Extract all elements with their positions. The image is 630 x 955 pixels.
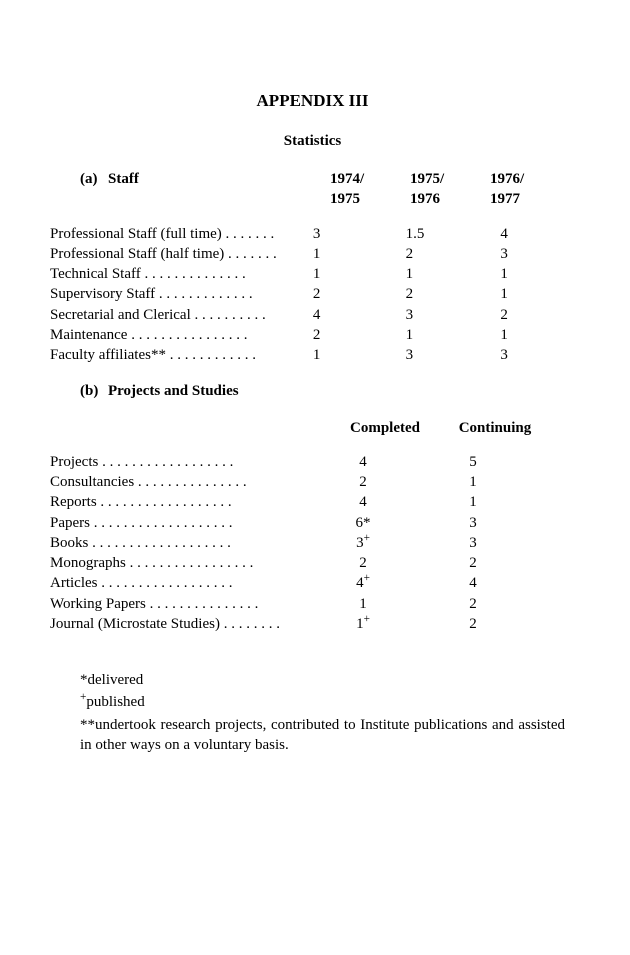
cell-completed: 4 — [308, 492, 418, 512]
table-row: Monographs . . . . . . . . . . . . . . .… — [50, 553, 575, 573]
appendix-title: APPENDIX III — [50, 90, 575, 113]
table-row: Maintenance . . . . . . . . . . . . . . … — [50, 325, 575, 345]
table-row: Technical Staff . . . . . . . . . . . . … — [50, 264, 575, 284]
row-label: Secretarial and Clerical . . . . . . . .… — [50, 305, 291, 325]
cell-completed: 3+ — [308, 533, 418, 553]
cell-continuing: 3 — [418, 533, 528, 553]
cell-1976: 4 — [480, 224, 575, 244]
footnote-published: +published — [80, 692, 565, 712]
cell-1974: 3 — [291, 224, 388, 244]
table-row: Papers . . . . . . . . . . . . . . . . .… — [50, 513, 575, 533]
cell-completed: 2 — [308, 553, 418, 573]
table-row: Books . . . . . . . . . . . . . . . . . … — [50, 533, 575, 553]
cell-1974: 1 — [291, 264, 388, 284]
section-a-header: (a) Staff 1974/1975 1975/1976 1976/1977 — [50, 169, 575, 210]
table-row: Consultancies . . . . . . . . . . . . . … — [50, 472, 575, 492]
table-row: Professional Staff (half time) . . . . .… — [50, 244, 575, 264]
cell-1975: 1 — [388, 325, 481, 345]
cell-continuing: 2 — [418, 553, 528, 573]
row-label: Working Papers . . . . . . . . . . . . .… — [50, 594, 308, 614]
table-row: Articles . . . . . . . . . . . . . . . .… — [50, 573, 575, 593]
cell-completed: 1 — [308, 594, 418, 614]
col-continuing: Continuing — [440, 418, 550, 438]
cell-completed: 2 — [308, 472, 418, 492]
row-label: Professional Staff (half time) . . . . .… — [50, 244, 291, 264]
table-row: Professional Staff (full time) . . . . .… — [50, 224, 575, 244]
table-row: Working Papers . . . . . . . . . . . . .… — [50, 594, 575, 614]
col-completed: Completed — [330, 418, 440, 438]
row-label: Supervisory Staff . . . . . . . . . . . … — [50, 284, 291, 304]
table-row: Faculty affiliates** . . . . . . . . . .… — [50, 345, 575, 365]
section-b-header: (b) Projects and Studies — [50, 381, 575, 401]
cell-1975: 1.5 — [388, 224, 481, 244]
section-b-marker: (b) — [80, 381, 108, 401]
table-row: Projects . . . . . . . . . . . . . . . .… — [50, 452, 575, 472]
page: APPENDIX III Statistics (a) Staff 1974/1… — [0, 0, 630, 955]
section-b-rows: Projects . . . . . . . . . . . . . . . .… — [50, 452, 575, 634]
cell-completed: 4+ — [308, 573, 418, 593]
cell-1976: 3 — [480, 244, 575, 264]
cell-continuing: 3 — [418, 513, 528, 533]
cell-1974: 2 — [291, 325, 388, 345]
footnotes: *delivered +published **undertook resear… — [50, 670, 575, 755]
cell-continuing: 2 — [418, 614, 528, 634]
col-1975-1976: 1975/1976 — [410, 169, 490, 210]
row-label: Journal (Microstate Studies) . . . . . .… — [50, 614, 308, 634]
section-a-rows: Professional Staff (full time) . . . . .… — [50, 224, 575, 366]
cell-1976: 1 — [480, 264, 575, 284]
row-label: Faculty affiliates** . . . . . . . . . .… — [50, 345, 291, 365]
cell-1974: 2 — [291, 284, 388, 304]
cell-1975: 1 — [388, 264, 481, 284]
cell-1975: 3 — [388, 305, 481, 325]
cell-1975: 3 — [388, 345, 481, 365]
section-a-marker: (a) — [80, 169, 108, 189]
row-label: Monographs . . . . . . . . . . . . . . .… — [50, 553, 308, 573]
cell-1974: 1 — [291, 244, 388, 264]
row-label: Technical Staff . . . . . . . . . . . . … — [50, 264, 291, 284]
cell-1975: 2 — [388, 284, 481, 304]
cell-1976: 2 — [480, 305, 575, 325]
cell-continuing: 1 — [418, 472, 528, 492]
cell-completed: 4 — [308, 452, 418, 472]
row-label: Professional Staff (full time) . . . . .… — [50, 224, 291, 244]
cell-continuing: 4 — [418, 573, 528, 593]
row-label: Projects . . . . . . . . . . . . . . . .… — [50, 452, 308, 472]
section-b-label: Projects and Studies — [108, 381, 239, 401]
section-b-columns: Completed Continuing — [50, 418, 575, 438]
section-a-label: Staff — [108, 169, 139, 189]
cell-continuing: 5 — [418, 452, 528, 472]
cell-1976: 1 — [480, 284, 575, 304]
cell-continuing: 1 — [418, 492, 528, 512]
cell-1976: 3 — [480, 345, 575, 365]
row-label: Books . . . . . . . . . . . . . . . . . … — [50, 533, 308, 553]
cell-continuing: 2 — [418, 594, 528, 614]
cell-1975: 2 — [388, 244, 481, 264]
cell-1974: 1 — [291, 345, 388, 365]
row-label: Maintenance . . . . . . . . . . . . . . … — [50, 325, 291, 345]
table-row: Supervisory Staff . . . . . . . . . . . … — [50, 284, 575, 304]
cell-1976: 1 — [480, 325, 575, 345]
col-1974-1975: 1974/1975 — [330, 169, 410, 210]
table-row: Reports . . . . . . . . . . . . . . . . … — [50, 492, 575, 512]
cell-completed: 1+ — [308, 614, 418, 634]
statistics-subtitle: Statistics — [50, 131, 575, 151]
cell-1974: 4 — [291, 305, 388, 325]
row-label: Reports . . . . . . . . . . . . . . . . … — [50, 492, 308, 512]
table-row: Secretarial and Clerical . . . . . . . .… — [50, 305, 575, 325]
footnote-delivered: *delivered — [80, 670, 565, 690]
row-label: Articles . . . . . . . . . . . . . . . .… — [50, 573, 308, 593]
table-row: Journal (Microstate Studies) . . . . . .… — [50, 614, 575, 634]
footnote-affiliates: **undertook research projects, contribut… — [80, 715, 565, 756]
col-1976-1977: 1976/1977 — [490, 169, 570, 210]
cell-completed: 6* — [308, 513, 418, 533]
row-label: Papers . . . . . . . . . . . . . . . . .… — [50, 513, 308, 533]
row-label: Consultancies . . . . . . . . . . . . . … — [50, 472, 308, 492]
